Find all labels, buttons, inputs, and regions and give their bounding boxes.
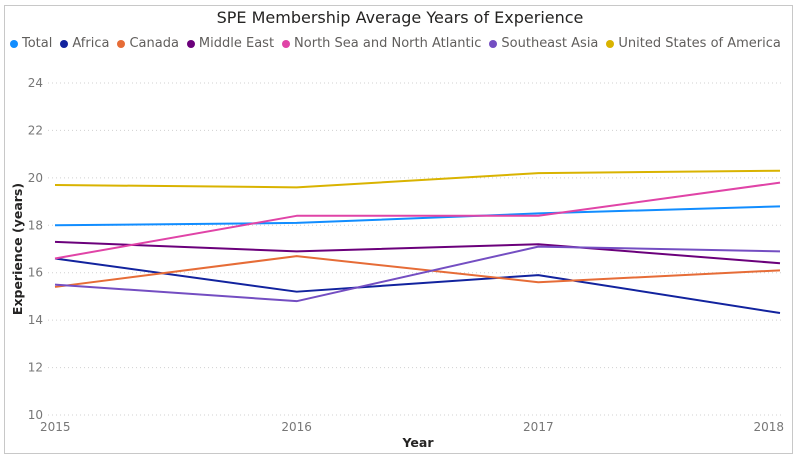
y-tick-label: 24 [28,76,43,90]
y-tick-label: 22 [28,123,43,137]
x-tick-label: 2018 [753,420,784,434]
y-axis-title: Experience (years) [10,183,25,315]
legend-label: Canada [129,36,179,51]
legend-label: Southeast Asia [501,36,599,51]
legend: Total Africa Canada Middle East North Sea an… [10,36,789,51]
legend-label: Total [22,36,53,51]
legend-item[interactable]: North Sea and North Atlantic [282,36,481,51]
series-line-southeast-asia[interactable] [54,245,781,303]
series-line-total[interactable] [54,205,781,227]
legend-item[interactable]: United States of America [606,36,781,51]
y-tick-label: 16 [28,266,43,280]
legend-marker-icon [117,39,126,48]
series-lines [54,169,781,315]
legend-marker-icon [606,39,615,48]
legend-label: Africa [72,36,110,51]
series-line-canada[interactable] [54,255,781,288]
y-tick-label: 12 [28,361,43,375]
chart-title: SPE Membership Average Years of Experien… [216,8,584,27]
series-line-africa[interactable] [54,257,781,315]
x-tick-label: 2017 [523,420,554,434]
y-axis-ticks: 10 12 14 16 18 20 22 24 [28,76,43,422]
legend-marker-icon [10,39,18,48]
series-line-north-sea-and-north-atlantic[interactable] [54,181,781,260]
legend-marker-icon [489,39,498,48]
chart-frame [4,5,793,454]
x-axis-ticks: 2015 2016 2017 2018 [40,420,784,434]
series-line-united-states-of-america[interactable] [54,169,781,189]
x-tick-label: 2015 [40,420,71,434]
y-tick-label: 18 [28,218,43,232]
x-axis-title: Year [402,435,435,450]
legend-item[interactable]: Africa [60,36,109,51]
legend-marker-icon [60,39,69,48]
legend-item[interactable]: Southeast Asia [489,36,598,51]
legend-marker-icon [186,39,195,48]
legend-item[interactable]: Canada [117,36,179,51]
series-line-middle-east[interactable] [54,240,781,265]
legend-item[interactable]: Middle East [186,36,275,51]
y-tick-label: 14 [28,313,43,327]
legend-label: North Sea and North Atlantic [294,36,482,51]
x-tick-label: 2016 [281,420,312,434]
legend-item[interactable]: Total [10,36,52,51]
legend-label: Middle East [198,36,275,51]
y-tick-label: 20 [28,171,43,185]
y-tick-label: 10 [28,408,43,422]
legend-marker-icon [282,39,291,48]
legend-label: United States of America [618,36,781,51]
